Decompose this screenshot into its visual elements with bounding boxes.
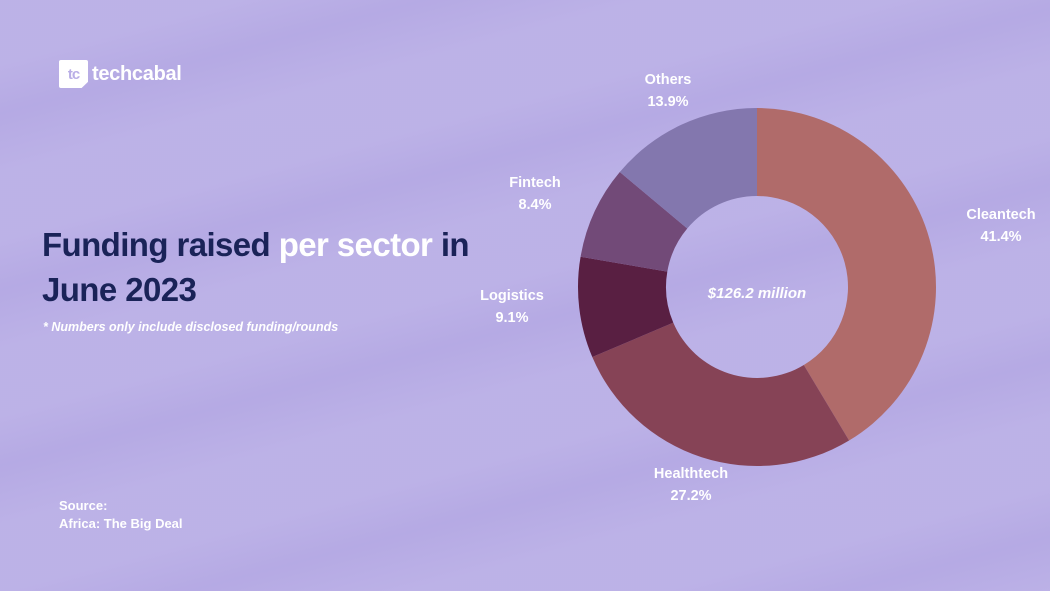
logo-wordmark: techcabal [92,62,182,85]
slice-percent-healthtech: 27.2% [670,488,711,504]
slice-name-fintech: Fintech [509,175,561,191]
center-total-label: $126.2 million [707,285,806,302]
title-part-2: per sector [278,226,441,263]
donut-slices [577,108,937,466]
logo-mark-icon: tc [59,60,88,88]
source-value: Africa: The Big Deal [59,516,183,531]
logo-mark-text: tc [67,65,80,83]
slice-others [619,108,757,229]
slice-name-logistics: Logistics [480,288,544,304]
slice-percent-others: 13.9% [647,94,688,110]
slice-cleantech [757,108,937,441]
slice-name-others: Others [645,72,692,88]
slice-percent-cleantech: 41.4% [980,229,1021,245]
slice-fintech [580,172,688,272]
chart-title: Funding raised per sector in June 2023 [42,222,522,312]
slice-healthtech [592,322,850,466]
title-part-1: Funding raised [42,226,279,263]
techcabal-logo[interactable]: tc techcabal [59,60,182,88]
slice-labels: Cleantech 41.4% Healthtech 27.2% Logistics 9.… [480,72,1035,504]
footnote: * Numbers only include disclosed funding… [43,320,339,334]
title-part-3: in June 2023 [42,226,470,308]
slice-percent-fintech: 8.4% [518,197,551,213]
source-block: Source: Africa: The Big Deal [59,497,183,533]
slice-name-healthtech: Healthtech [654,466,728,482]
slice-name-cleantech: Cleantech [966,207,1035,223]
slice-logistics [577,256,674,358]
slice-percent-logistics: 9.1% [495,310,528,326]
source-label: Source: [59,498,108,513]
